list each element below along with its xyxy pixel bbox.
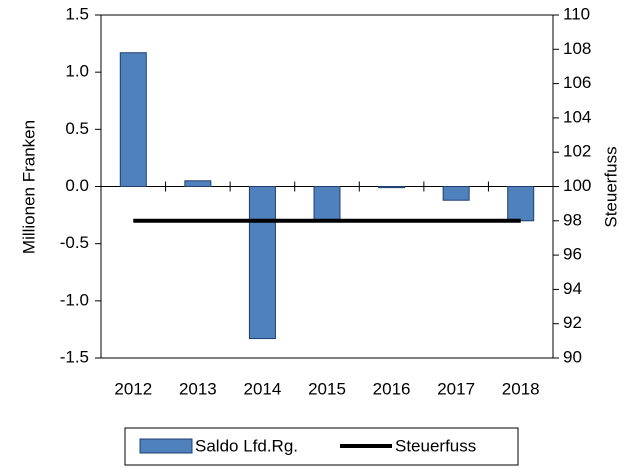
x-tick-label: 2018: [502, 379, 540, 398]
bar: [313, 186, 341, 222]
y-tick-label: 1.5: [65, 4, 89, 23]
y-tick-label: 1.0: [65, 62, 89, 81]
bar: [184, 180, 212, 188]
y2-tick-label: 94: [563, 279, 582, 298]
y2-tick-label: 96: [563, 245, 582, 264]
y-tick-label: 0.5: [65, 119, 89, 138]
legend-swatch: [139, 438, 193, 454]
x-tick-label: 2017: [437, 379, 475, 398]
x-tick-label: 2012: [114, 379, 152, 398]
bar: [248, 186, 276, 340]
legend-label: Steuerfuss: [395, 436, 476, 455]
y2-tick-label: 108: [563, 39, 591, 58]
y-axis-label: Millionen Franken: [19, 120, 38, 254]
y2-tick-label: 106: [563, 73, 591, 92]
x-tick-label: 2014: [244, 379, 282, 398]
y2-tick-label: 110: [563, 4, 590, 23]
bar: [442, 186, 470, 201]
x-tick-label: 2015: [308, 379, 346, 398]
y2-tick-label: 104: [563, 107, 591, 126]
y2-tick-label: 98: [563, 210, 582, 229]
y-tick-label: -0.5: [60, 233, 89, 252]
y-tick-label: -1.5: [60, 347, 89, 366]
legend-label: Saldo Lfd.Rg.: [195, 436, 298, 455]
bar: [507, 186, 535, 222]
legend-frame: [124, 427, 519, 466]
y2-tick-label: 102: [563, 142, 591, 161]
y2-tick-label: 100: [563, 176, 591, 195]
x-tick-label: 2016: [373, 379, 411, 398]
y2-tick-label: 90: [563, 347, 582, 366]
y2-axis-label: Steuerfuss: [601, 146, 620, 227]
y2-tick-label: 92: [563, 313, 582, 332]
bar: [119, 52, 147, 188]
x-tick-label: 2013: [179, 379, 217, 398]
bar: [378, 186, 406, 189]
y-tick-label: 0.0: [65, 176, 89, 195]
y-tick-label: -1.0: [60, 290, 89, 309]
